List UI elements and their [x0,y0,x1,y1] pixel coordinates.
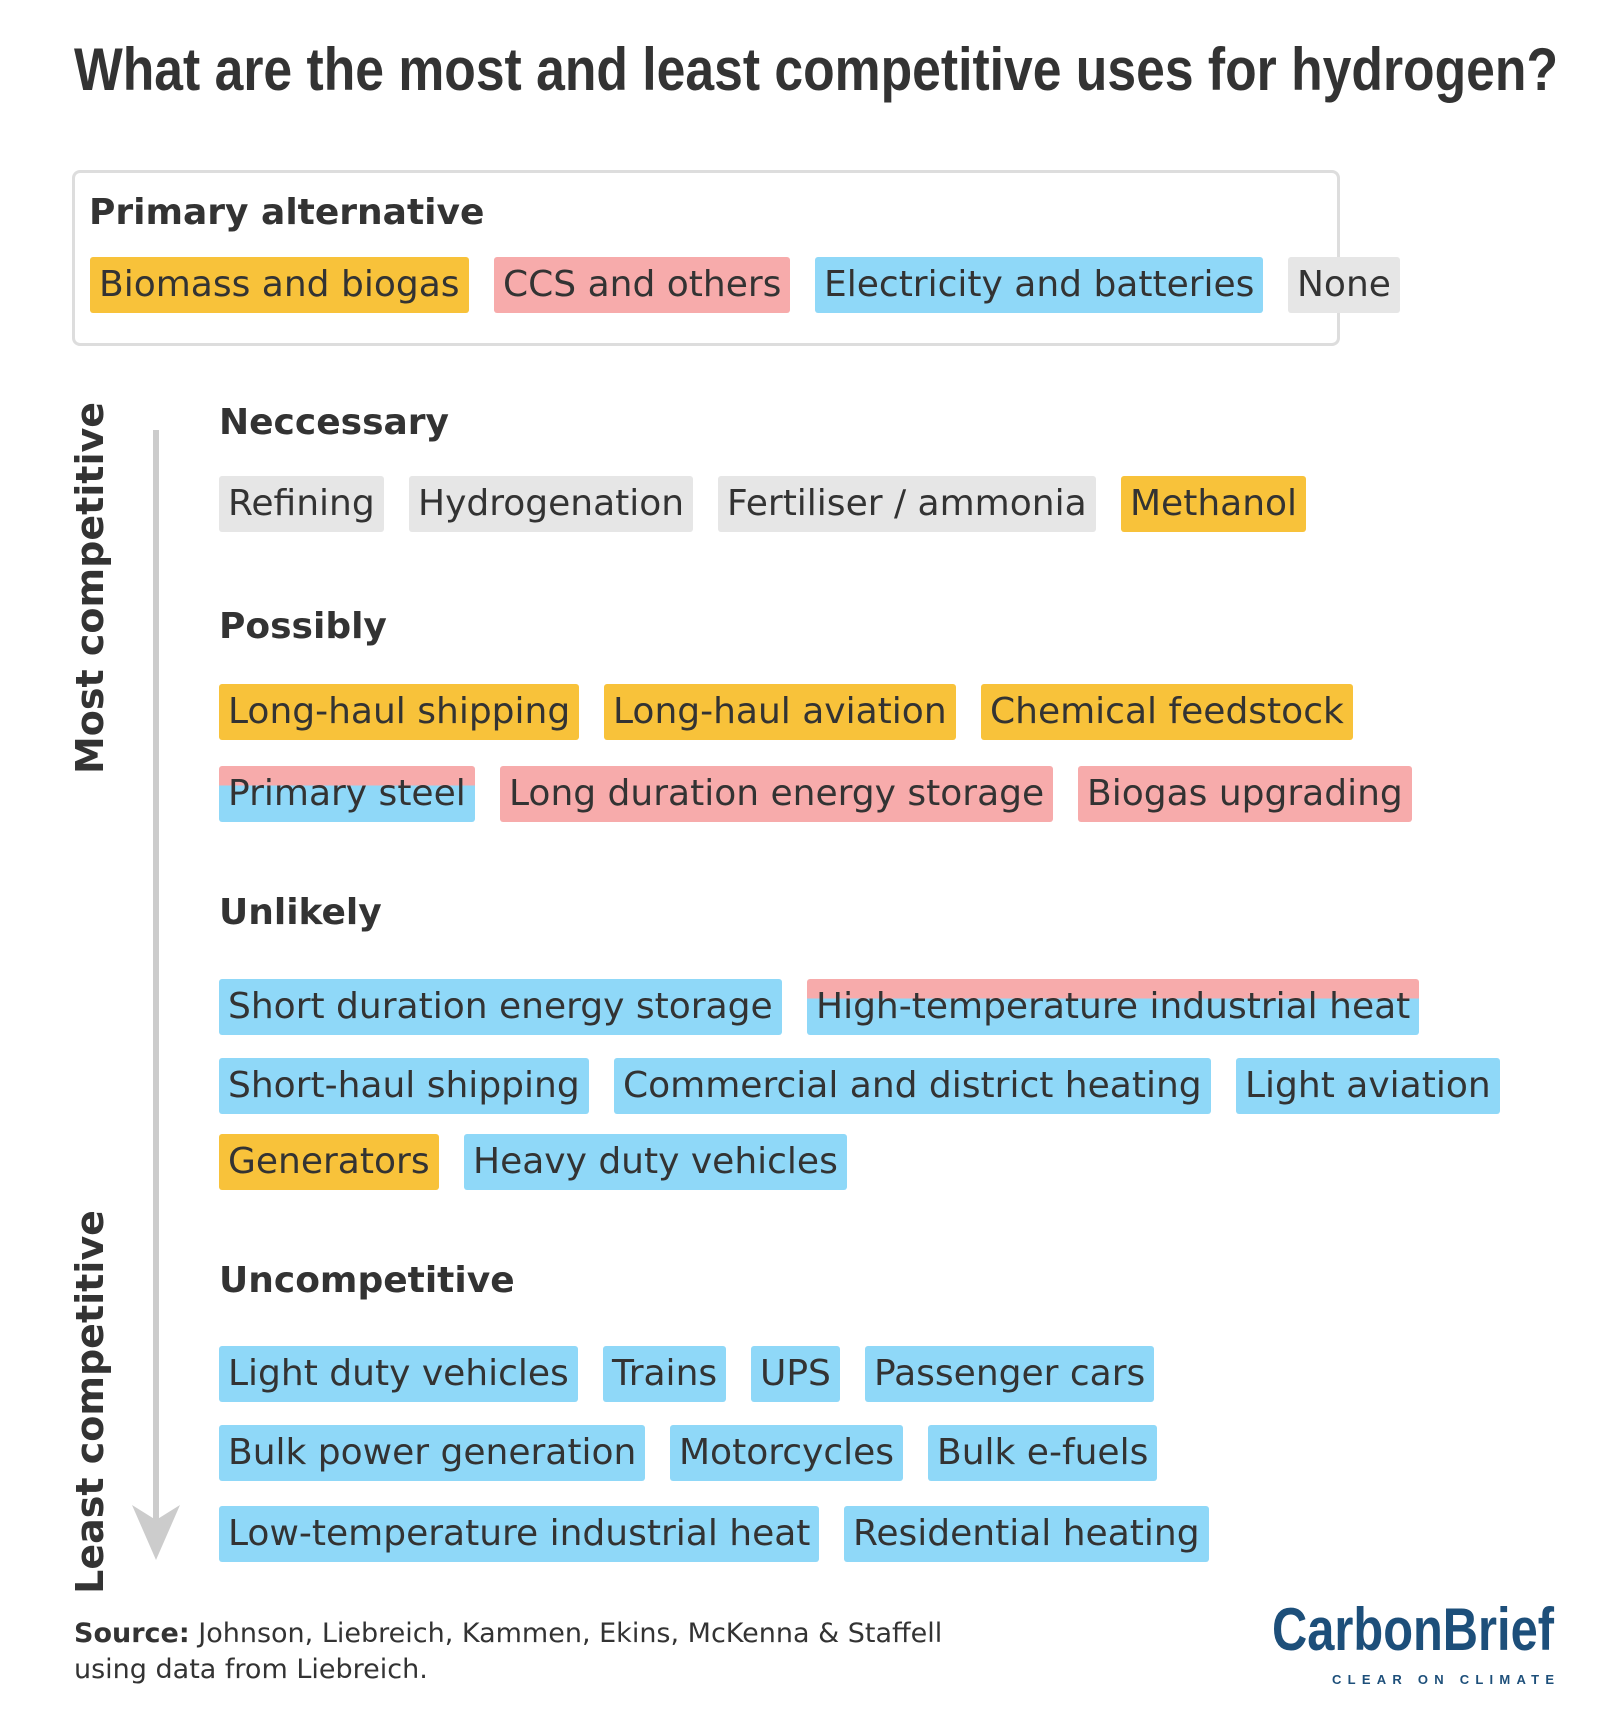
source-label: Source: [74,1618,190,1649]
axis-arrow [132,430,180,1560]
logo-tagline: CLEAR ON CLIMATE [1332,1672,1554,1687]
tag: Bulk power generation [219,1425,646,1481]
group-title: Neccessary [219,402,450,443]
title-area: What are the most and least competitive … [74,36,1558,103]
tag: Heavy duty vehicles [464,1134,847,1190]
tag: Residential heating [844,1506,1209,1562]
tag: None [1288,257,1400,313]
tag: Electricity and batteries [815,257,1264,313]
title: What are the most and least competitive … [74,36,1558,103]
tag: Methanol [1121,476,1307,532]
tag: Bulk e-fuels [928,1425,1158,1481]
tag: UPS [751,1346,840,1402]
tag: Hydrogenation [409,476,694,532]
tag: Passenger cars [865,1346,1155,1402]
tag: Biomass and biogas [90,257,469,313]
tag: Low-temperature industrial heat [219,1506,820,1562]
tag: Chemical feedstock [981,684,1353,740]
tag: Refining [219,476,384,532]
tag: Long duration energy storage [500,766,1054,822]
tag: Generators [219,1134,439,1190]
tag: Fertiliser / ammonia [718,476,1096,532]
tag: Short-haul shipping [219,1058,589,1114]
tag: Primary steel [219,766,475,822]
tag: Light duty vehicles [219,1346,578,1402]
axis-bottom-label: Least competitive [68,1210,112,1594]
logo-name: CarbonBrief [1272,1600,1555,1663]
group-title: Possibly [219,606,387,647]
tag: CCS and others [494,257,791,313]
tag: High-temperature industrial heat [807,979,1420,1035]
tag: Light aviation [1236,1058,1500,1114]
tag: Long-haul aviation [604,684,956,740]
group-title: Unlikely [219,892,382,933]
tag: Long-haul shipping [219,684,580,740]
tag: Commercial and district heating [614,1058,1211,1114]
tag: Biogas upgrading [1078,766,1412,822]
logo: CarbonBrief CLEAR ON CLIMATE [1272,1600,1555,1687]
source: Source: Johnson, Liebreich, Kammen, Ekin… [74,1616,974,1688]
tag: Trains [603,1346,727,1402]
tag: Motorcycles [670,1425,904,1481]
group-title: Uncompetitive [219,1260,515,1301]
source-text: Johnson, Liebreich, Kammen, Ekins, McKen… [74,1618,943,1685]
tag: Short duration energy storage [219,979,782,1035]
legend-title: Primary alternative [89,192,485,233]
axis-top-label: Most competitive [68,401,112,775]
arrow-head [132,1505,180,1560]
